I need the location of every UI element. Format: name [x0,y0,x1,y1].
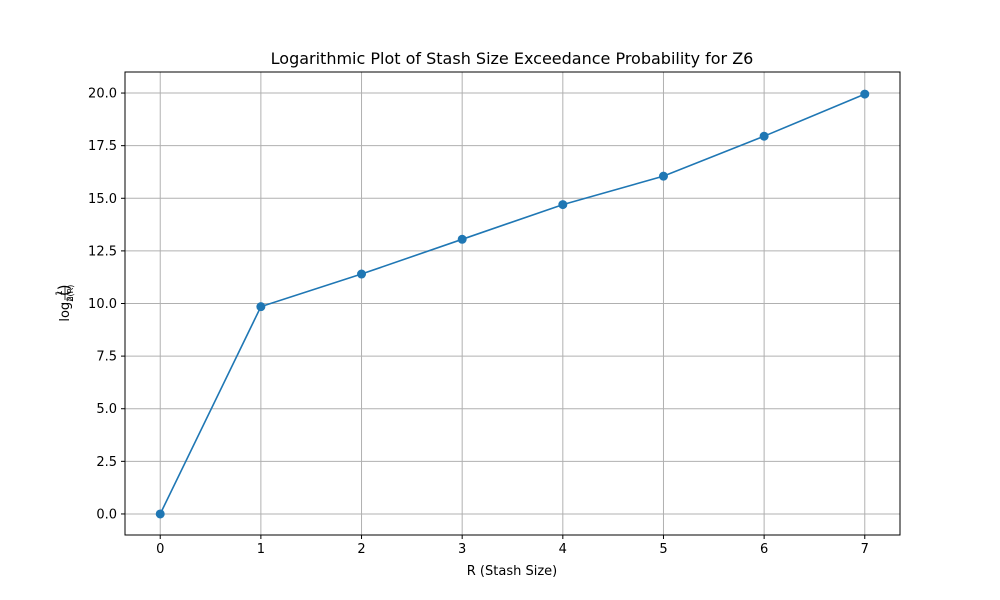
y-label-numerator: 1 [55,290,65,296]
y-label-base: 2 [66,296,76,302]
svg-text:log2(): log2() [55,284,76,321]
chart-title: Logarithmic Plot of Stash Size Exceedanc… [271,49,754,68]
y-tick-label: 15.0 [88,192,117,207]
x-axis: 0 1 2 3 4 5 6 7 [156,535,869,557]
series-layer [155,89,870,519]
series-line [159,93,866,515]
data-point [759,131,769,141]
grid [125,72,900,535]
y-tick-label: 17.5 [88,139,117,154]
data-point [658,171,668,181]
y-tick-label: 20.0 [88,87,117,102]
y-tick-label: 5.0 [96,402,117,417]
x-tick-label: 1 [257,542,265,557]
y-tick-label: 0.0 [96,507,117,522]
x-tick-label: 0 [156,542,164,557]
y-label-denominator: δ(R) [66,285,75,302]
y-axis: 0.0 2.5 5.0 7.5 10.0 12.5 15.0 17.5 20.0 [88,87,125,522]
data-point [256,302,266,312]
x-tick-label: 6 [760,542,768,557]
y-tick-label: 7.5 [96,350,117,365]
x-tick-label: 4 [559,542,567,557]
data-point [155,509,165,519]
x-tick-label: 5 [659,542,667,557]
x-tick-label: 7 [861,542,869,557]
x-tick-label: 3 [458,542,466,557]
data-point [357,269,367,279]
x-axis-label: R (Stash Size) [467,564,557,579]
y-tick-label: 10.0 [88,297,117,312]
data-point [860,89,870,99]
y-tick-label: 2.5 [96,455,117,470]
x-tick-label: 2 [357,542,365,557]
data-point [457,234,467,244]
y-label-func: log [58,302,73,322]
y-axis-label: log2() 1 δ(R) [55,284,76,321]
y-tick-label: 12.5 [88,244,117,259]
data-point [558,200,568,210]
